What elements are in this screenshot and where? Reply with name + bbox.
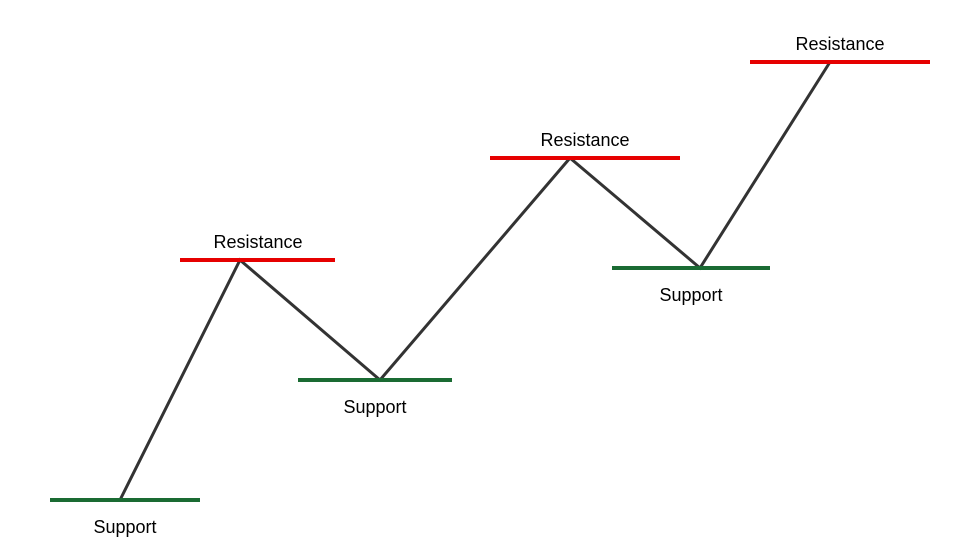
support-label: Support: [93, 517, 156, 537]
support-label: Support: [343, 397, 406, 417]
resistance-label: Resistance: [795, 34, 884, 54]
support-label: Support: [659, 285, 722, 305]
resistance-label: Resistance: [213, 232, 302, 252]
support-resistance-diagram: Support Resistance Support Resistance Suppor…: [0, 0, 960, 560]
resistance-label: Resistance: [540, 130, 629, 150]
